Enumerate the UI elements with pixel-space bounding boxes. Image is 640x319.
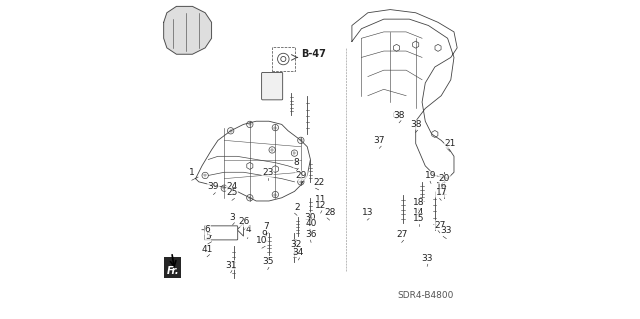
Text: 19: 19 (425, 171, 436, 180)
Text: 5: 5 (205, 232, 211, 241)
Text: 21: 21 (444, 139, 456, 148)
Text: 3: 3 (230, 213, 236, 222)
Text: 39: 39 (208, 182, 220, 191)
Bar (164, 257, 181, 278)
Text: 17: 17 (435, 188, 447, 197)
Text: 31: 31 (225, 261, 236, 270)
Text: 14: 14 (413, 208, 424, 217)
Text: 2: 2 (294, 203, 300, 212)
Text: 38: 38 (410, 120, 422, 129)
Polygon shape (164, 6, 212, 54)
Text: 10: 10 (256, 236, 268, 245)
Text: 26: 26 (238, 218, 250, 226)
Text: 29: 29 (296, 171, 307, 180)
Text: 33: 33 (421, 254, 433, 263)
Text: 20: 20 (439, 174, 450, 183)
Text: 4: 4 (245, 226, 251, 234)
Text: 41: 41 (202, 245, 212, 254)
Text: 36: 36 (305, 230, 317, 239)
Text: 7: 7 (263, 222, 269, 231)
Text: B-47: B-47 (301, 49, 326, 59)
Text: 25: 25 (227, 188, 237, 197)
Text: 11: 11 (315, 195, 326, 204)
FancyBboxPatch shape (262, 72, 283, 100)
Text: 9: 9 (262, 230, 268, 239)
Text: 16: 16 (435, 182, 447, 191)
Text: 38: 38 (394, 111, 405, 120)
Text: 23: 23 (262, 168, 273, 177)
Text: 6: 6 (205, 226, 211, 234)
Text: SDR4-B4800: SDR4-B4800 (397, 291, 454, 300)
Text: 22: 22 (313, 178, 324, 187)
Text: 32: 32 (290, 240, 301, 249)
Text: 24: 24 (227, 182, 237, 191)
Text: 15: 15 (413, 214, 425, 223)
Text: 33: 33 (440, 226, 452, 235)
FancyBboxPatch shape (205, 226, 237, 240)
Text: 18: 18 (413, 198, 424, 207)
Text: 12: 12 (315, 201, 326, 210)
Text: 27: 27 (396, 230, 407, 239)
Text: 1: 1 (189, 168, 195, 177)
Text: 8: 8 (294, 159, 300, 167)
Text: 13: 13 (362, 208, 373, 217)
Text: 37: 37 (374, 136, 385, 145)
Text: 28: 28 (324, 208, 335, 217)
FancyBboxPatch shape (271, 47, 295, 71)
Text: 27: 27 (435, 221, 445, 230)
Text: 40: 40 (305, 219, 317, 228)
Text: 35: 35 (262, 257, 273, 266)
Text: 34: 34 (292, 248, 304, 257)
Text: 30: 30 (304, 213, 316, 222)
Text: Fr.: Fr. (167, 266, 180, 276)
